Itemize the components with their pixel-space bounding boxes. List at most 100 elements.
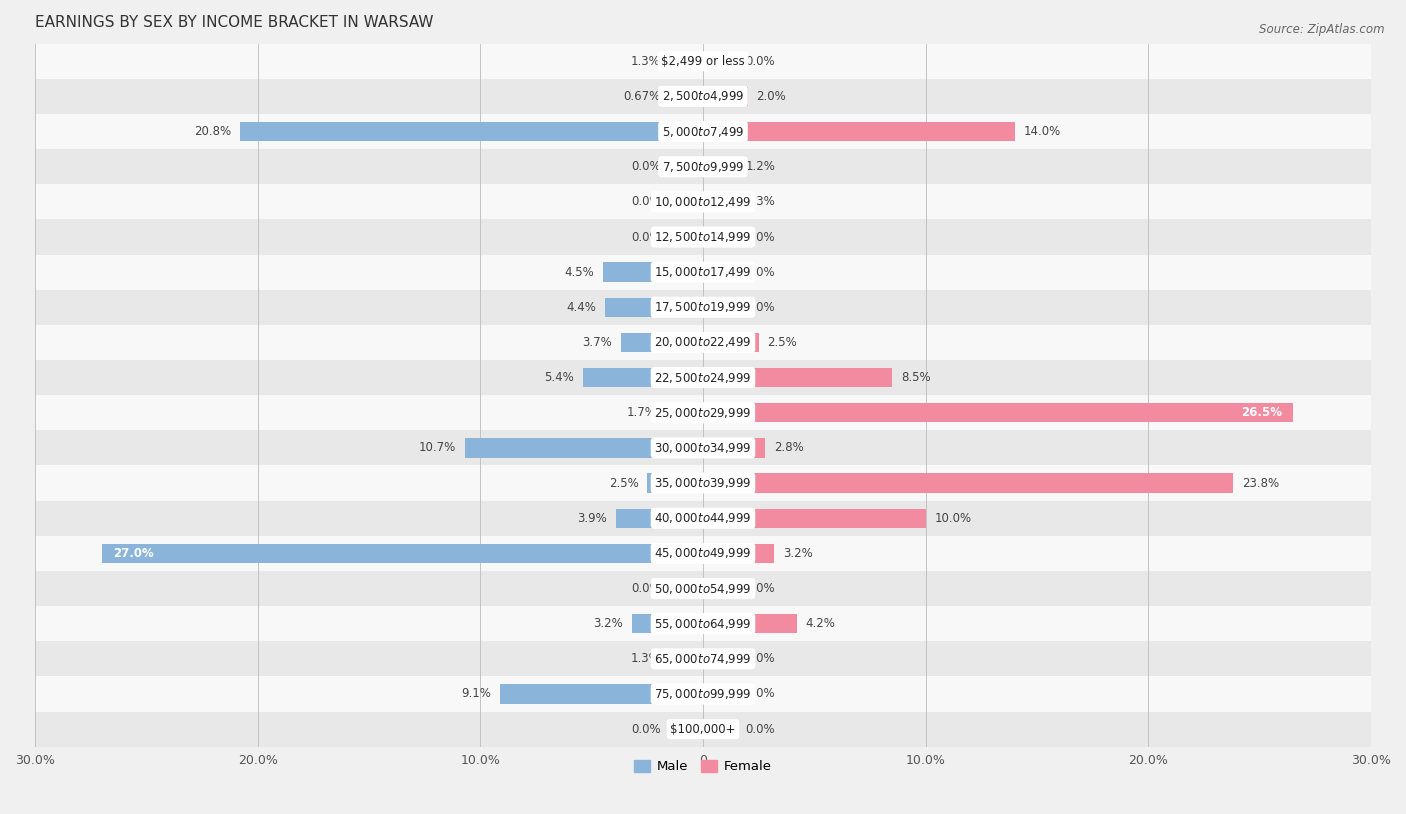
Bar — [35, 466, 1371, 501]
Text: 0.0%: 0.0% — [745, 301, 775, 314]
Bar — [669, 227, 703, 247]
Bar — [35, 114, 1371, 149]
Bar — [703, 262, 737, 282]
Text: 10.0%: 10.0% — [935, 512, 972, 525]
Text: 1.3%: 1.3% — [631, 652, 661, 665]
Text: $25,000 to $29,999: $25,000 to $29,999 — [654, 405, 752, 420]
Bar — [688, 87, 703, 106]
Bar — [240, 122, 703, 141]
Text: 0.0%: 0.0% — [631, 230, 661, 243]
Bar — [35, 606, 1371, 641]
Bar — [703, 298, 737, 317]
Text: $10,000 to $12,499: $10,000 to $12,499 — [654, 195, 752, 209]
Text: $15,000 to $17,499: $15,000 to $17,499 — [654, 265, 752, 279]
Text: 9.1%: 9.1% — [461, 688, 492, 701]
Text: 0.67%: 0.67% — [623, 90, 661, 103]
Text: $30,000 to $34,999: $30,000 to $34,999 — [654, 441, 752, 455]
Bar — [35, 290, 1371, 325]
Text: 0.0%: 0.0% — [745, 582, 775, 595]
Bar — [703, 227, 737, 247]
Text: 0.0%: 0.0% — [745, 652, 775, 665]
Text: 10.7%: 10.7% — [419, 441, 456, 454]
Bar — [35, 360, 1371, 395]
Text: 0.0%: 0.0% — [745, 230, 775, 243]
Bar — [605, 298, 703, 317]
Bar — [669, 720, 703, 739]
Text: $40,000 to $44,999: $40,000 to $44,999 — [654, 511, 752, 525]
Text: 0.0%: 0.0% — [745, 723, 775, 736]
Bar — [703, 87, 748, 106]
Text: 0.0%: 0.0% — [631, 723, 661, 736]
Bar — [703, 720, 737, 739]
Text: $5,000 to $7,499: $5,000 to $7,499 — [662, 125, 744, 138]
Text: $17,500 to $19,999: $17,500 to $19,999 — [654, 300, 752, 314]
Bar — [35, 641, 1371, 676]
Text: Source: ZipAtlas.com: Source: ZipAtlas.com — [1260, 23, 1385, 36]
Bar — [703, 685, 737, 703]
Text: $20,000 to $22,499: $20,000 to $22,499 — [654, 335, 752, 349]
Text: 3.2%: 3.2% — [783, 547, 813, 560]
Text: 1.3%: 1.3% — [631, 55, 661, 68]
Text: 1.2%: 1.2% — [745, 160, 775, 173]
Bar — [501, 685, 703, 703]
Bar — [101, 544, 703, 563]
Text: $55,000 to $64,999: $55,000 to $64,999 — [654, 617, 752, 631]
Text: 2.0%: 2.0% — [756, 90, 786, 103]
Bar — [703, 403, 1294, 422]
Bar — [35, 571, 1371, 606]
Bar — [603, 262, 703, 282]
Text: 5.4%: 5.4% — [544, 371, 574, 384]
Bar — [35, 431, 1371, 466]
Bar — [703, 544, 775, 563]
Text: $100,000+: $100,000+ — [671, 723, 735, 736]
Bar — [703, 122, 1015, 141]
Legend: Male, Female: Male, Female — [628, 755, 778, 779]
Text: $22,500 to $24,999: $22,500 to $24,999 — [654, 370, 752, 384]
Bar — [703, 438, 765, 457]
Bar — [673, 649, 703, 668]
Bar — [703, 157, 730, 177]
Bar — [616, 509, 703, 528]
Bar — [703, 333, 759, 352]
Text: 23.8%: 23.8% — [1241, 476, 1279, 489]
Bar — [35, 501, 1371, 536]
Text: 2.5%: 2.5% — [768, 336, 797, 349]
Text: $45,000 to $49,999: $45,000 to $49,999 — [654, 546, 752, 560]
Text: 3.7%: 3.7% — [582, 336, 612, 349]
Text: EARNINGS BY SEX BY INCOME BRACKET IN WARSAW: EARNINGS BY SEX BY INCOME BRACKET IN WAR… — [35, 15, 433, 30]
Text: $50,000 to $54,999: $50,000 to $54,999 — [654, 581, 752, 596]
Bar — [673, 51, 703, 71]
Text: $35,000 to $39,999: $35,000 to $39,999 — [654, 476, 752, 490]
Bar — [665, 403, 703, 422]
Bar — [35, 220, 1371, 255]
Bar — [620, 333, 703, 352]
Text: 0.0%: 0.0% — [631, 582, 661, 595]
Text: 1.3%: 1.3% — [745, 195, 775, 208]
Text: 0.0%: 0.0% — [631, 195, 661, 208]
Bar — [703, 51, 737, 71]
Bar — [703, 474, 1233, 492]
Text: 0.0%: 0.0% — [745, 55, 775, 68]
Text: 1.7%: 1.7% — [626, 406, 657, 419]
Text: 0.0%: 0.0% — [745, 265, 775, 278]
Text: 4.2%: 4.2% — [806, 617, 835, 630]
Bar — [669, 192, 703, 212]
Bar — [703, 368, 893, 387]
Text: 3.9%: 3.9% — [578, 512, 607, 525]
Text: 0.0%: 0.0% — [745, 688, 775, 701]
Bar — [35, 79, 1371, 114]
Bar — [35, 395, 1371, 431]
Bar — [703, 614, 797, 633]
Bar — [703, 192, 733, 212]
Text: 8.5%: 8.5% — [901, 371, 931, 384]
Bar — [465, 438, 703, 457]
Bar — [669, 157, 703, 177]
Text: 4.5%: 4.5% — [564, 265, 593, 278]
Bar — [582, 368, 703, 387]
Bar — [703, 649, 737, 668]
Bar — [647, 474, 703, 492]
Text: 4.4%: 4.4% — [567, 301, 596, 314]
Text: $2,499 or less: $2,499 or less — [661, 55, 745, 68]
Text: 26.5%: 26.5% — [1241, 406, 1282, 419]
Bar — [35, 711, 1371, 746]
